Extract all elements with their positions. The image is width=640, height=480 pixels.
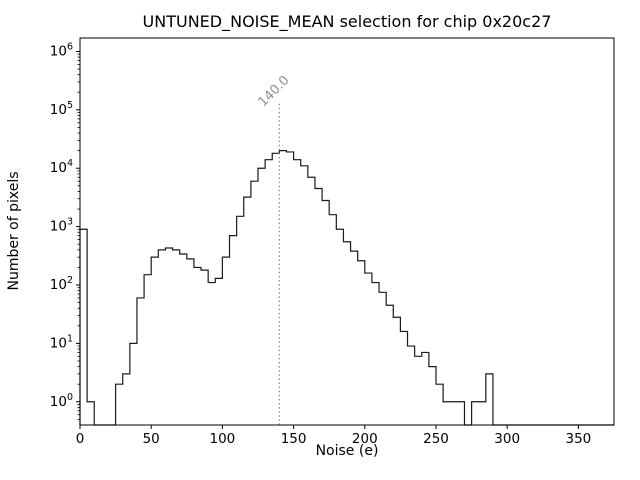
x-tick-label: 150 xyxy=(281,431,307,447)
y-tick-label: 106 xyxy=(50,41,73,59)
y-tick-label: 100 xyxy=(50,392,73,410)
y-tick-label: 105 xyxy=(50,100,73,118)
y-tick-label: 103 xyxy=(50,217,73,235)
vline-value-label: 140.0 xyxy=(256,73,293,110)
histogram-line xyxy=(79,150,614,426)
y-tick-label: 102 xyxy=(50,275,73,293)
y-tick-label: 104 xyxy=(50,158,73,176)
y-tick-label: 101 xyxy=(50,333,73,351)
x-tick-label: 100 xyxy=(210,431,236,447)
x-tick-label: 250 xyxy=(423,431,449,447)
x-tick-label: 50 xyxy=(143,431,160,447)
x-tick-label: 300 xyxy=(494,431,520,447)
x-tick-label: 0 xyxy=(76,431,85,447)
axes-box xyxy=(79,37,615,426)
x-axis-label: Noise (e) xyxy=(315,443,379,459)
chart-title: UNTUNED_NOISE_MEAN selection for chip 0x… xyxy=(142,12,552,31)
x-tick-label: 350 xyxy=(566,431,592,447)
x-tick-label: 200 xyxy=(352,431,378,447)
